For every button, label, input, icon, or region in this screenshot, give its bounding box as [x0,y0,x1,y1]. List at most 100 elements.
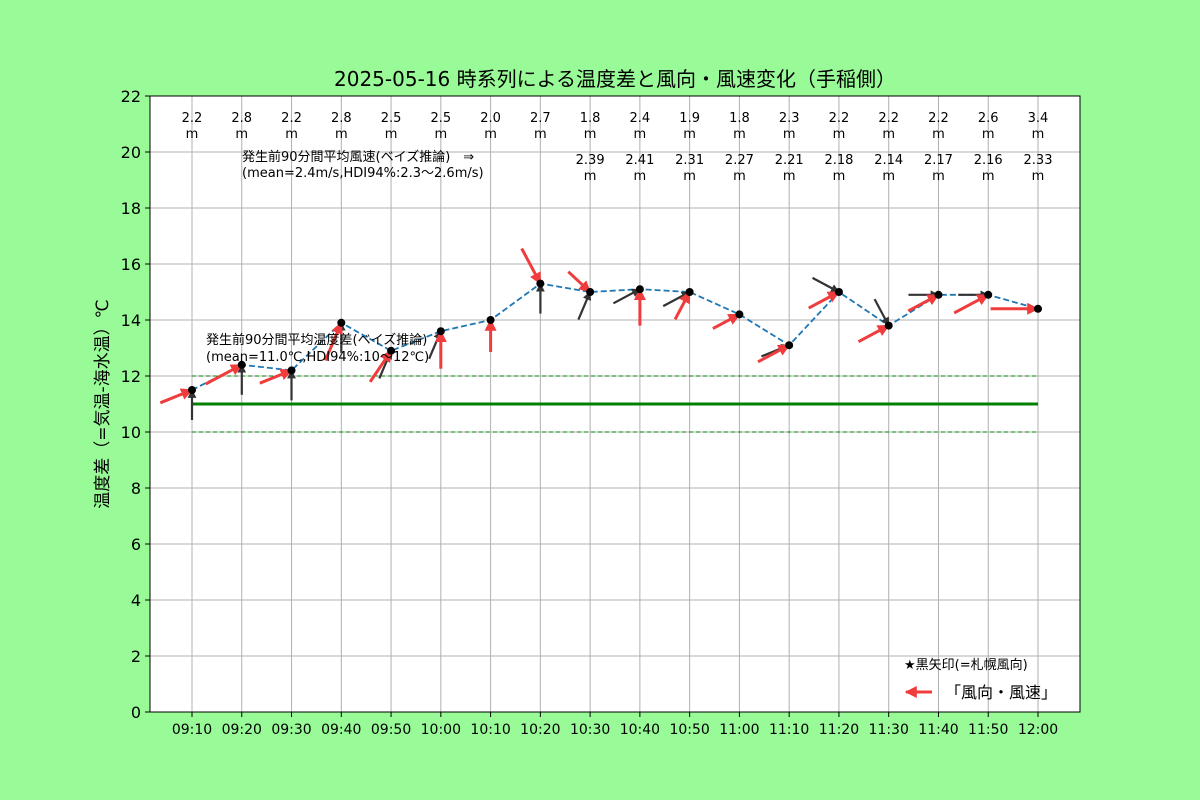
data-point [834,288,843,296]
x-tick-label: 09:20 [222,722,262,738]
temp-note-line2: (mean=11.0℃,HDI94%:10～12℃) [206,350,429,365]
wind-note-line1: 発生前90分間平均風速(ベイズ推論) ⇒ [242,149,474,165]
y-tick-label: 18 [121,199,141,218]
estimated-speed-unit: m [584,169,597,184]
wind-speed-unit: m [584,127,597,142]
red-wind-arrow [857,324,890,344]
wind-speed-value: 2.8 [231,111,252,126]
data-point [685,288,694,296]
data-point [486,316,495,324]
wind-speed-value: 2.5 [430,111,451,126]
y-tick-label: 16 [121,255,141,274]
wind-speed-value: 2.4 [630,111,651,126]
wind-speed-unit: m [1032,127,1045,142]
data-point [287,366,296,375]
data-point [586,288,595,296]
wind-speed-value: 1.8 [580,111,601,126]
x-tick-label: 11:30 [869,722,909,738]
wind-speed-value: 2.2 [878,111,899,126]
estimated-speed-unit: m [932,169,945,184]
estimated-speed-unit: m [783,169,796,184]
estimated-speed-unit: m [833,169,846,184]
estimated-speed-value: 2.33 [1024,153,1053,168]
red-wind-arrow [673,290,691,321]
data-point [536,279,545,288]
y-tick-label: 4 [131,591,141,610]
x-tick-label: 09:10 [172,722,212,738]
data-point [387,346,396,355]
black-wind-arrow [873,298,890,327]
estimated-speed-unit: m [733,169,746,184]
legend-entry: 「風向・風速」 [945,683,1057,702]
x-tick-label: 10:40 [620,722,660,738]
wind-speed-value: 2.0 [480,111,501,126]
estimated-speed-value: 2.17 [924,153,953,168]
wind-speed-value: 2.8 [331,111,352,126]
wind-speed-unit: m [733,127,746,142]
wind-arrows [159,247,1040,420]
red-wind-arrow [159,388,194,405]
x-tick-label: 10:20 [520,722,560,738]
data-points [188,279,1042,394]
wind-speed-value: 2.2 [829,111,850,126]
x-tick-label: 11:10 [769,722,809,738]
wind-speed-value: 2.5 [381,111,402,126]
wind-speed-unit: m [634,127,647,142]
x-tick-label: 11:50 [968,722,1008,738]
wind-speed-unit: m [982,127,995,142]
y-tick-label: 6 [131,535,141,554]
estimated-speed-unit: m [683,169,696,184]
y-axis-label: 温度差（=気温-海水温）℃ [93,299,113,508]
chart-title: 2025-05-16 時系列による温度差と風向・風速変化（手稲側） [334,67,896,91]
data-point [934,290,943,299]
legend-note: ★黒矢印(=札幌風向) [904,657,1028,673]
x-tick-label: 10:50 [669,722,709,738]
data-point [188,386,196,394]
wind-speed-unit: m [335,127,348,142]
y-tick-label: 2 [131,647,141,666]
data-point [735,310,744,319]
estimated-speed-unit: m [982,169,995,184]
wind-speed-unit: m [534,127,547,142]
wind-speed-value: 2.2 [928,111,949,126]
data-point [436,327,445,336]
wind-speed-value: 3.4 [1028,111,1049,126]
legend: ★黒矢印(=札幌風向) 「風向・風速」 [904,657,1057,702]
red-wind-arrow [324,321,343,361]
wind-speed-unit: m [783,127,796,142]
wind-speed-value: 1.8 [729,111,750,126]
data-point [884,321,893,330]
red-wind-arrow [368,349,393,383]
estimated-speed-unit: m [634,169,647,184]
red-wind-arrow [520,247,542,285]
wind-speed-labels: 2.2m2.8m2.2m2.8m2.5m2.5m2.0m2.7m1.8m2.4m… [182,111,1053,184]
red-wind-arrow [757,343,791,364]
x-tick-label: 11:40 [918,722,958,738]
wind-speed-unit: m [683,127,696,142]
y-tick-label: 14 [121,311,141,330]
red-wind-arrow [807,290,840,310]
wind-speed-unit: m [484,127,497,142]
wind-speed-value: 2.2 [182,111,203,126]
estimated-speed-value: 2.14 [874,153,903,168]
red-wind-arrow [567,270,592,294]
wind-speed-unit: m [186,127,199,142]
data-point [337,318,346,327]
x-tick-label: 09:30 [271,722,311,738]
wind-speed-value: 2.3 [779,111,800,126]
x-tick-label: 10:30 [570,722,610,738]
estimated-speed-unit: m [882,169,895,184]
x-tick-label: 11:20 [819,722,859,738]
y-tick-label: 20 [121,143,141,162]
x-tick-label: 10:10 [470,722,510,738]
wind-note-line2: (mean=2.4m/s,HDI94%:2.3～2.6m/s) [242,166,484,181]
estimated-speed-unit: m [1032,169,1045,184]
y-tick-label: 10 [121,423,141,442]
wind-speed-value: 2.2 [281,111,302,126]
estimated-speed-value: 2.41 [625,153,654,168]
x-tick-label: 12:00 [1018,722,1058,738]
plot-frame [149,95,1081,713]
data-point [785,341,794,350]
x-tick-label: 10:00 [421,722,461,738]
